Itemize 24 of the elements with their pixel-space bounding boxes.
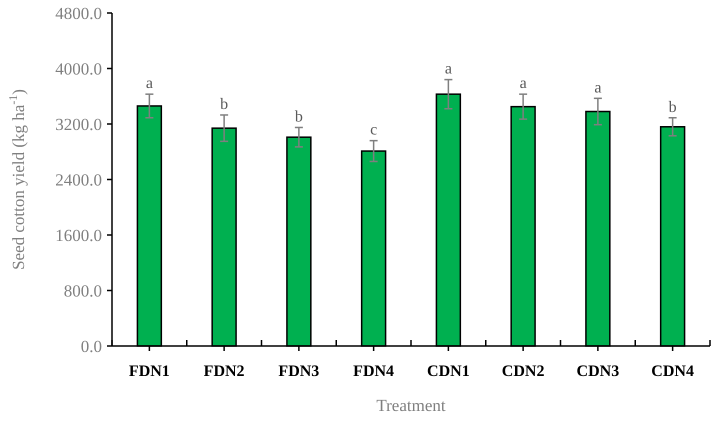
y-tick-label: 800.0 [64,281,102,300]
x-tick-label: CDN1 [427,363,470,380]
y-tick-label: 4000.0 [55,59,102,78]
x-tick-label: FDN2 [204,363,245,380]
y-tick-label: 3200.0 [55,114,102,134]
y-tick-label: 4800.0 [55,4,102,23]
x-tick-label: CDN4 [651,363,694,380]
y-tick-label: 0.0 [80,336,102,356]
x-tick-label: CDN2 [502,363,544,380]
annotation: a [146,75,153,92]
x-tick-label: FDN3 [278,363,320,380]
annotation: b [668,98,677,116]
annotation: a [444,60,452,78]
y-tick-label: 1600.0 [55,226,102,245]
x-tick-label: CDN3 [576,363,620,380]
x-tick-label: FDN1 [128,363,170,380]
y-tick-label: 2400.0 [55,170,102,190]
annotation: c [370,122,378,139]
x-axis-title: Treatment [376,396,446,415]
annotation: b [294,108,303,126]
annotation: a [594,79,602,96]
annotation: a [520,75,527,92]
x-tick-label: FDN4 [353,363,394,380]
annotation: b [220,96,228,113]
